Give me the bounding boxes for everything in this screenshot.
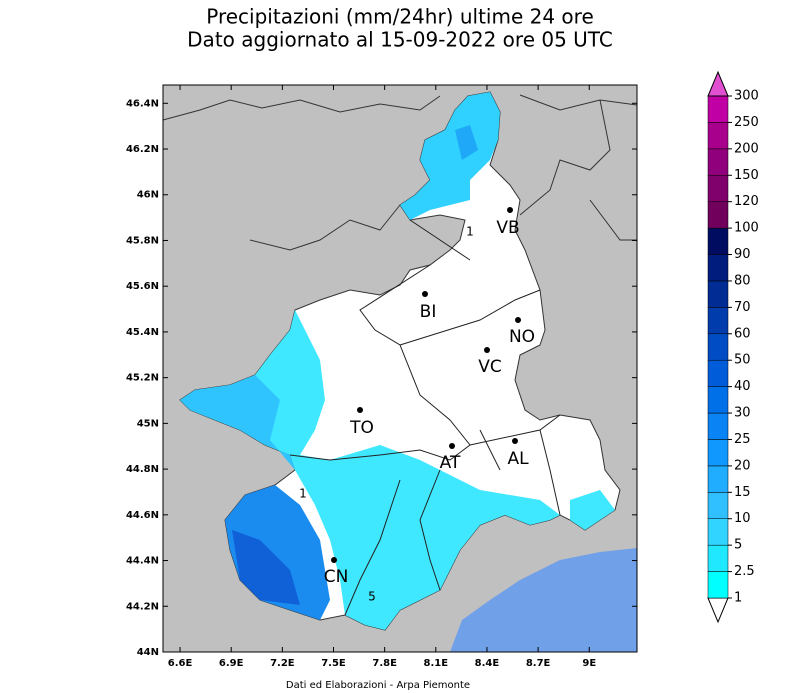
rain-area-east [570, 490, 615, 530]
colorbar-label: 10 [734, 511, 751, 526]
x-tick-label: 7.8E [372, 658, 397, 669]
colorbar-box [707, 95, 729, 123]
colorbar-label: 250 [734, 115, 759, 130]
colorbar-box [707, 148, 729, 176]
rain-area-mid [180, 375, 295, 470]
colorbar-box [707, 544, 729, 572]
colorbar-label: 30 [734, 406, 751, 421]
x-tick-label: 6.6E [168, 658, 193, 669]
colorbar-box [707, 280, 729, 308]
contour-label: 1 [299, 487, 307, 501]
y-tick-label: 45.8N [126, 235, 159, 246]
colorbar-box [707, 492, 729, 519]
colorbar-box [707, 122, 729, 150]
city-dot [357, 407, 363, 413]
colorbar-label: 1 [734, 591, 742, 606]
colorbar-box [707, 307, 729, 335]
rain-area-north [400, 92, 500, 220]
x-tick-label: 8.4E [475, 658, 500, 669]
city-label: AT [440, 453, 461, 473]
colorbar-box [707, 439, 729, 467]
colorbar-label: 25 [734, 432, 751, 447]
y-tick-label: 44.2N [126, 601, 159, 612]
x-tick-label: 8.7E [526, 658, 551, 669]
city-label: VC [478, 357, 502, 377]
city-dot [507, 207, 513, 213]
y-tick-label: 46N [137, 190, 159, 201]
colorbar-box [707, 227, 729, 255]
city-label: CN [324, 567, 349, 587]
colorbar-label: 50 [734, 353, 751, 368]
x-tick-label: 7.2E [270, 658, 295, 669]
colorbar-label: 150 [734, 168, 759, 183]
city-dot [512, 438, 518, 444]
colorbar-label: 70 [734, 300, 751, 315]
x-tick-label: 7.5E [321, 658, 346, 669]
city-dot [449, 443, 455, 449]
city-label: TO [349, 418, 374, 438]
subtitle: Dato aggiornato al 15-09-2022 ore 05 UTC [187, 28, 613, 52]
y-tick-label: 44.6N [126, 510, 159, 521]
colorbar-label: 20 [734, 458, 751, 473]
colorbar-label: 90 [734, 247, 751, 262]
colorbar-label: 40 [734, 379, 751, 394]
y-tick-label: 44.4N [126, 556, 159, 567]
x-tick-label: 6.9E [219, 658, 244, 669]
map: VB BI NO VC TO AT AL CN 1 1 5 [162, 84, 638, 653]
rain-area-max [232, 530, 300, 605]
y-tick-label: 45.6N [126, 281, 159, 292]
x-tick-label: 8.1E [424, 658, 449, 669]
x-tick-label: 9E [582, 658, 596, 669]
colorbar-box [707, 465, 729, 493]
colorbar-label: 80 [734, 273, 751, 288]
colorbar-box [707, 386, 729, 414]
colorbar-box [707, 175, 729, 202]
city-dot [484, 347, 490, 353]
colorbar-box [707, 333, 729, 361]
colorbar-label: 5 [734, 538, 742, 553]
contour-label: 5 [368, 590, 376, 604]
y-tick-label: 44.8N [126, 464, 159, 475]
city-label: BI [420, 302, 437, 322]
contour-label: 1 [466, 225, 474, 239]
city-dot [515, 317, 521, 323]
country-borders [162, 94, 638, 251]
colorbar-under [707, 597, 729, 624]
colorbar: 1 2.5 5 10 15 20 25 30 40 50 60 70 80 90 100 120 150 200 2… [707, 70, 759, 624]
footer: Dati ed Elaborazioni - Arpa Piemonte [286, 680, 470, 691]
colorbar-box [707, 359, 729, 387]
colorbar-box [707, 518, 729, 546]
colorbar-label: 15 [734, 485, 751, 500]
title: Precipitazioni (mm/24hr) ultime 24 ore [206, 5, 594, 29]
colorbar-box [707, 571, 729, 599]
city-dot [422, 291, 428, 297]
cities: VB BI NO VC TO AT AL CN [324, 207, 535, 587]
city-dot [331, 557, 337, 563]
sea [450, 548, 637, 652]
colorbar-label: 200 [734, 141, 759, 156]
city-label: NO [509, 327, 535, 347]
colorbar-box [707, 201, 729, 229]
rain-area-north-core [455, 125, 478, 160]
colorbar-over [707, 70, 729, 97]
province-borders [289, 219, 561, 616]
y-tick-label: 46.4N [126, 98, 159, 109]
colorbar-box [707, 254, 729, 282]
y-tick-label: 45N [137, 418, 159, 429]
colorbar-label: 120 [734, 194, 759, 209]
city-label: VB [496, 218, 519, 238]
y-tick-label: 46.2N [126, 144, 159, 155]
y-tick-label: 44N [137, 647, 159, 658]
rain-area-low [180, 310, 560, 630]
colorbar-label: 60 [734, 326, 751, 341]
map-frame [162, 84, 638, 653]
colorbar-label: 2.5 [734, 564, 755, 579]
colorbar-label: 300 [734, 89, 759, 104]
colorbar-label: 100 [734, 221, 759, 236]
y-tick-label: 45.2N [126, 373, 159, 384]
y-tick-label: 45.4N [126, 327, 159, 338]
colorbar-box [707, 412, 729, 440]
city-label: AL [507, 449, 529, 469]
